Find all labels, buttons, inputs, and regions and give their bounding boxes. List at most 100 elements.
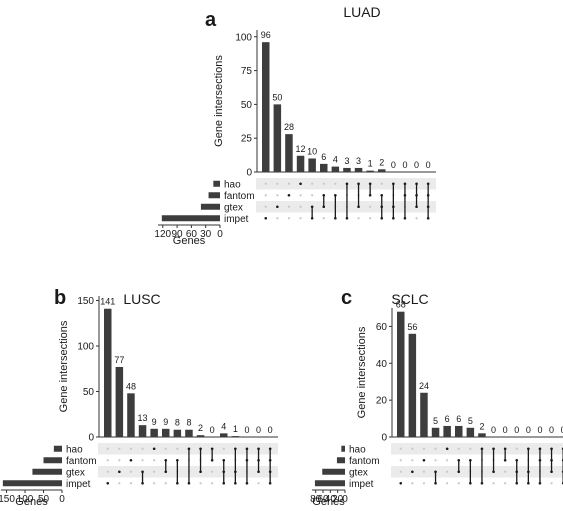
bar-value-label: 2 xyxy=(198,423,203,433)
matrix-dot-empty xyxy=(106,459,109,462)
matrix-dot-empty xyxy=(357,217,360,220)
intersection-bar xyxy=(231,436,240,437)
matrix-dot-empty xyxy=(415,217,418,220)
matrix-dot-filled xyxy=(445,447,449,451)
matrix-dot-empty xyxy=(369,217,372,220)
bar-value-label: 2 xyxy=(479,421,484,431)
matrix-dot-empty xyxy=(287,217,291,220)
set-size-bar xyxy=(161,215,220,222)
y-axis-label: Gene intersections xyxy=(213,55,225,147)
intersection-bar xyxy=(455,425,463,437)
intersection-bar xyxy=(296,155,305,172)
panel-title: SCLC xyxy=(391,291,428,307)
matrix-dot-empty xyxy=(299,217,302,220)
y-tick-label: 60 xyxy=(376,322,388,333)
bar-value-label: 77 xyxy=(114,355,124,365)
set-size-tick-label: 0 xyxy=(342,494,348,505)
intersection-bar xyxy=(115,366,124,437)
bar-value-label: 48 xyxy=(126,381,136,391)
set-size-tick-label: 150 xyxy=(0,494,15,505)
matrix-dot-empty xyxy=(399,447,402,450)
bar-value-label: 5 xyxy=(433,416,438,426)
set-size-bar xyxy=(2,480,63,487)
bar-value-label: 12 xyxy=(296,144,306,154)
matrix-dot-empty xyxy=(129,447,133,450)
matrix-dot-filled xyxy=(106,481,110,485)
set-name-label: hao xyxy=(66,444,83,455)
matrix-dot-empty xyxy=(369,205,372,208)
intersection-bar xyxy=(443,425,451,437)
y-tick-label: 150 xyxy=(77,296,94,307)
set-size-tick-label: 60 xyxy=(317,494,329,505)
set-size-bar xyxy=(43,457,62,464)
y-axis-label: Gene intersections xyxy=(58,320,70,412)
matrix-dot-filled xyxy=(287,193,291,197)
matrix-dot-empty xyxy=(411,482,414,485)
bar-value-label: 0 xyxy=(414,160,419,170)
bar-value-label: 6 xyxy=(456,414,461,424)
panel-letter: a xyxy=(205,9,217,31)
bar-value-label: 4 xyxy=(221,421,226,431)
intersection-bar xyxy=(104,308,112,437)
set-size-tick-label: 120 xyxy=(154,229,171,240)
intersection-bar xyxy=(162,428,170,437)
set-size-bar xyxy=(32,468,62,475)
intersection-bar xyxy=(173,429,182,437)
bar-value-label: 0 xyxy=(391,160,396,170)
matrix-row-band xyxy=(391,443,563,455)
matrix-dot-empty xyxy=(287,182,291,185)
intersection-bar xyxy=(331,166,340,172)
intersection-bar xyxy=(138,425,147,437)
matrix-dot-empty xyxy=(176,447,179,450)
matrix-dot-empty xyxy=(515,447,518,450)
set-name-label: gtex xyxy=(224,202,243,213)
bar-value-label: 3 xyxy=(344,156,349,166)
intersection-bar xyxy=(196,435,205,437)
panel-title: LUSC xyxy=(123,291,160,307)
set-size-tick-label: 80 xyxy=(310,494,322,505)
matrix-dot-empty xyxy=(141,459,144,462)
y-tick-label: 50 xyxy=(83,387,95,398)
set-size-tick-label: 0 xyxy=(217,229,223,240)
matrix-dot-empty xyxy=(422,482,426,485)
bar-value-label: 28 xyxy=(284,122,294,132)
set-size-axis-label: Genes xyxy=(15,496,48,508)
matrix-dot-empty xyxy=(399,470,402,473)
bar-value-label: 0 xyxy=(256,425,261,435)
set-name-label: fantom xyxy=(349,456,380,467)
matrix-dot-filled xyxy=(129,458,133,462)
bar-value-label: 0 xyxy=(537,425,542,435)
matrix-dot-filled xyxy=(422,458,426,462)
set-size-axis-label: Genes xyxy=(173,235,206,247)
set-size-bar xyxy=(213,180,220,187)
matrix-dot-empty xyxy=(106,470,109,473)
matrix-dot-empty xyxy=(399,459,402,462)
set-size-bar xyxy=(208,192,220,199)
set-name-label: fantom xyxy=(224,191,255,202)
bar-value-label: 141 xyxy=(100,297,115,307)
bar-value-label: 96 xyxy=(261,30,271,40)
set-name-label: gtex xyxy=(349,467,368,478)
set-size-tick-label: 40 xyxy=(325,494,337,505)
y-axis-label: Gene intersections xyxy=(356,326,368,418)
bar-value-label: 0 xyxy=(561,425,563,435)
set-size-bar xyxy=(341,445,345,452)
matrix-dot-empty xyxy=(129,470,133,473)
matrix-dot-empty xyxy=(457,482,460,485)
bar-value-label: 0 xyxy=(402,160,407,170)
bar-value-label: 0 xyxy=(210,425,215,435)
matrix-dot-empty xyxy=(276,182,279,185)
intersection-bar xyxy=(285,134,293,172)
intersection-bar xyxy=(378,169,386,172)
bar-value-label: 0 xyxy=(549,425,554,435)
intersection-bar xyxy=(397,311,405,437)
set-size-axis-label: Genes xyxy=(312,496,345,508)
matrix-dot-empty xyxy=(264,194,267,197)
set-size-bar xyxy=(53,445,62,452)
y-tick-label: 40 xyxy=(376,359,388,370)
bar-value-label: 13 xyxy=(138,413,148,423)
set-name-label: impet xyxy=(66,479,91,490)
